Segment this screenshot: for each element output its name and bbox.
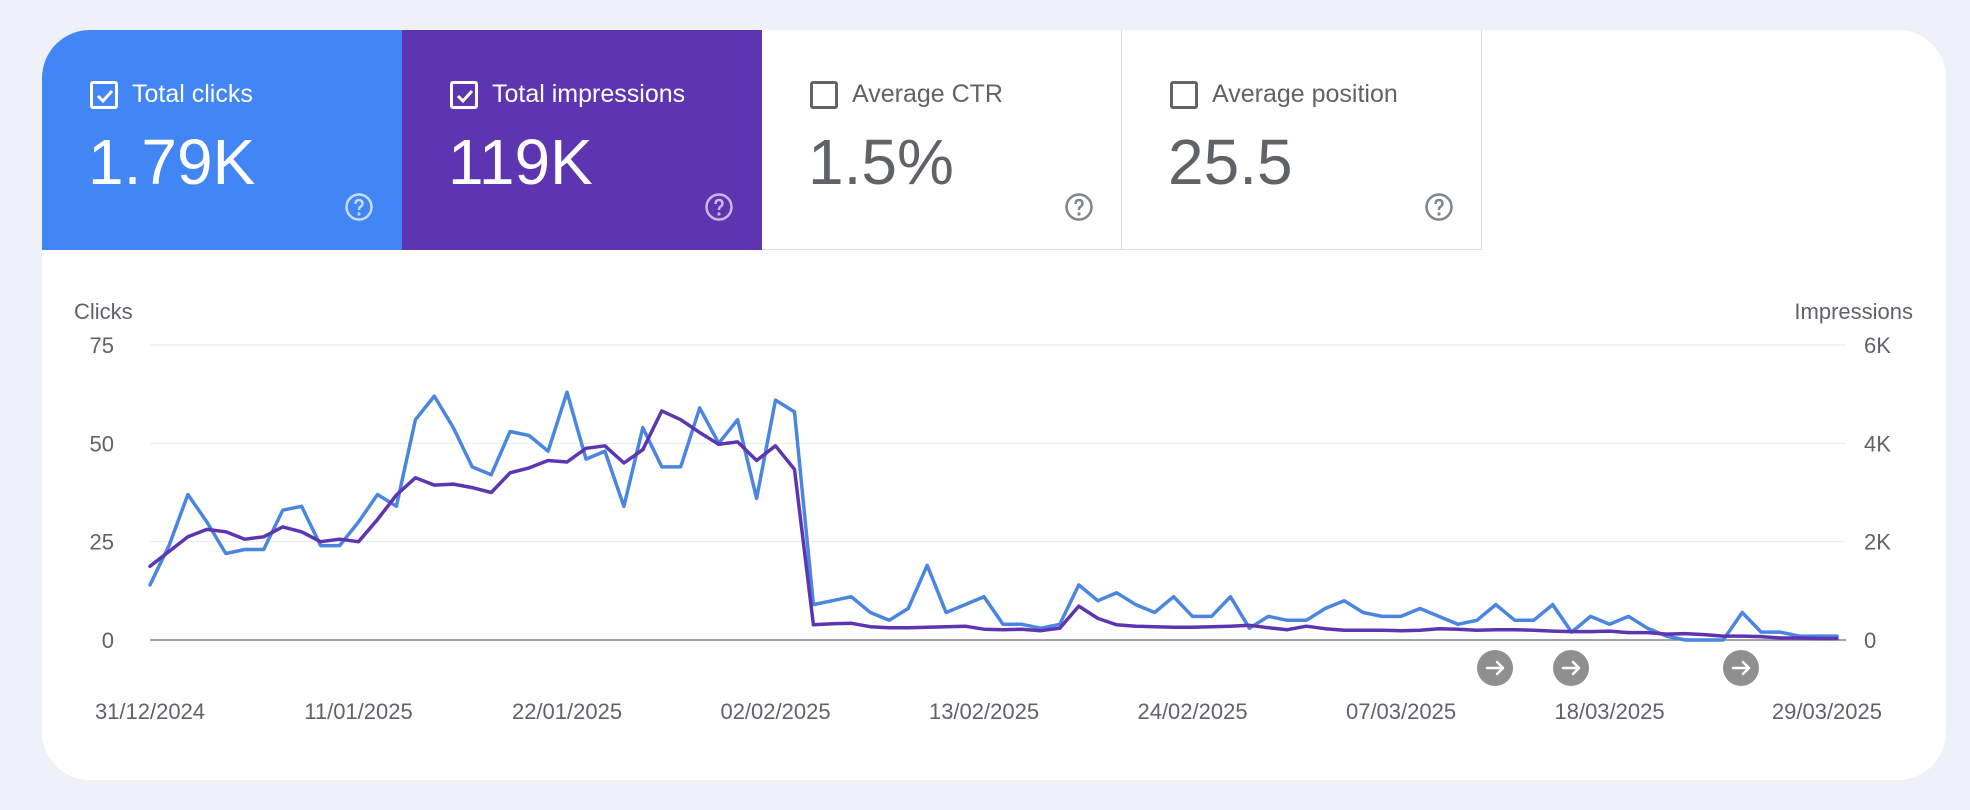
metric-value: 1.79K: [88, 126, 256, 198]
y-tick-left: 0: [102, 628, 114, 653]
y-axis-left-label: Clicks: [74, 299, 133, 324]
metric-average-position[interactable]: Average position 25.5: [1122, 30, 1482, 250]
chart-ticks: 0 0 25 2K 50 4K 75 6K 31/12/2024 11/01/2025 22/01/…: [90, 333, 1892, 724]
arrow-right-circle-icon[interactable]: [1553, 650, 1589, 686]
y-tick-right: 2K: [1864, 530, 1891, 555]
metric-value: 25.5: [1168, 126, 1293, 198]
x-tick-label: 22/01/2025: [512, 699, 622, 724]
metric-value: 1.5%: [808, 126, 954, 198]
series-line-impressions: [148, 409, 1839, 641]
metric-total-impressions[interactable]: Total impressions 119K: [402, 30, 762, 250]
x-tick-label: 24/02/2025: [1137, 699, 1247, 724]
checkbox-icon[interactable]: [1170, 81, 1198, 109]
metric-label: Total impressions: [492, 80, 686, 108]
help-circle-icon[interactable]: [704, 192, 734, 222]
checkbox-icon[interactable]: [450, 81, 478, 109]
metric-label: Average position: [1212, 80, 1398, 108]
x-tick-label: 02/02/2025: [720, 699, 830, 724]
y-tick-left: 25: [90, 530, 114, 555]
chart-annotations: [1477, 650, 1759, 686]
metric-value: 119K: [448, 126, 593, 198]
x-tick-label: 13/02/2025: [929, 699, 1039, 724]
arrow-right-circle-icon[interactable]: [1477, 650, 1513, 686]
y-tick-right: 6K: [1864, 333, 1891, 358]
chart-grid: [150, 344, 1846, 641]
y-tick-left: 75: [90, 333, 114, 358]
y-axis-right-label: Impressions: [1794, 299, 1913, 324]
y-tick-right: 4K: [1864, 431, 1891, 456]
metric-average-ctr[interactable]: Average CTR 1.5%: [762, 30, 1122, 250]
help-circle-icon[interactable]: [344, 192, 374, 222]
y-tick-left: 50: [90, 431, 114, 456]
arrow-right-circle-icon[interactable]: [1723, 650, 1759, 686]
chart-lines: [148, 390, 1839, 642]
x-tick-label: 18/03/2025: [1554, 699, 1664, 724]
checkbox-icon[interactable]: [810, 81, 838, 109]
metric-tabs: Total clicks 1.79K Total impressions 119…: [42, 30, 1482, 250]
series-line-clicks: [148, 390, 1839, 642]
x-tick-label: 31/12/2024: [95, 699, 205, 724]
x-tick-label: 29/03/2025: [1772, 699, 1882, 724]
performance-card: Total clicks 1.79K Total impressions 119…: [42, 30, 1946, 780]
y-tick-right: 0: [1864, 628, 1876, 653]
help-circle-icon[interactable]: [1424, 192, 1454, 222]
x-tick-label: 07/03/2025: [1346, 699, 1456, 724]
checkbox-icon[interactable]: [90, 81, 118, 109]
performance-chart: Clicks Impressions 0 0 25 2K 50 4K 75 6K 31/12/2…: [74, 299, 1913, 724]
x-tick-label: 11/01/2025: [304, 699, 412, 724]
metric-label: Average CTR: [852, 80, 1003, 108]
metric-total-clicks[interactable]: Total clicks 1.79K: [42, 30, 402, 250]
help-circle-icon[interactable]: [1064, 192, 1094, 222]
metric-label: Total clicks: [132, 80, 253, 108]
